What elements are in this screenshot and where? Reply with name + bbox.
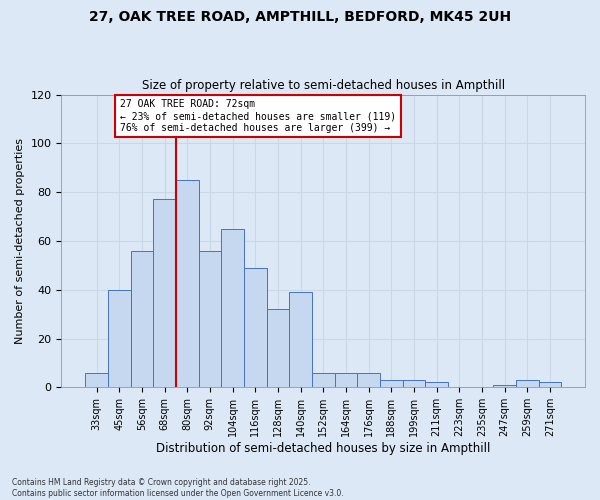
- Bar: [493, 385, 516, 388]
- Text: Contains HM Land Registry data © Crown copyright and database right 2025.
Contai: Contains HM Land Registry data © Crown c…: [12, 478, 344, 498]
- Y-axis label: Number of semi-detached properties: Number of semi-detached properties: [15, 138, 25, 344]
- X-axis label: Distribution of semi-detached houses by size in Ampthill: Distribution of semi-detached houses by …: [156, 442, 490, 455]
- Bar: [289, 292, 312, 388]
- Bar: [199, 250, 221, 388]
- Bar: [403, 380, 425, 388]
- Bar: [539, 382, 561, 388]
- Bar: [357, 372, 380, 388]
- Bar: [516, 380, 539, 388]
- Bar: [266, 310, 289, 388]
- Bar: [85, 372, 108, 388]
- Title: Size of property relative to semi-detached houses in Ampthill: Size of property relative to semi-detach…: [142, 79, 505, 92]
- Bar: [244, 268, 266, 388]
- Bar: [108, 290, 131, 388]
- Bar: [312, 372, 335, 388]
- Bar: [380, 380, 403, 388]
- Bar: [221, 229, 244, 388]
- Text: 27 OAK TREE ROAD: 72sqm
← 23% of semi-detached houses are smaller (119)
76% of s: 27 OAK TREE ROAD: 72sqm ← 23% of semi-de…: [121, 100, 397, 132]
- Bar: [153, 200, 176, 388]
- Bar: [425, 382, 448, 388]
- Text: 27, OAK TREE ROAD, AMPTHILL, BEDFORD, MK45 2UH: 27, OAK TREE ROAD, AMPTHILL, BEDFORD, MK…: [89, 10, 511, 24]
- Bar: [131, 250, 153, 388]
- Bar: [176, 180, 199, 388]
- Bar: [335, 372, 357, 388]
